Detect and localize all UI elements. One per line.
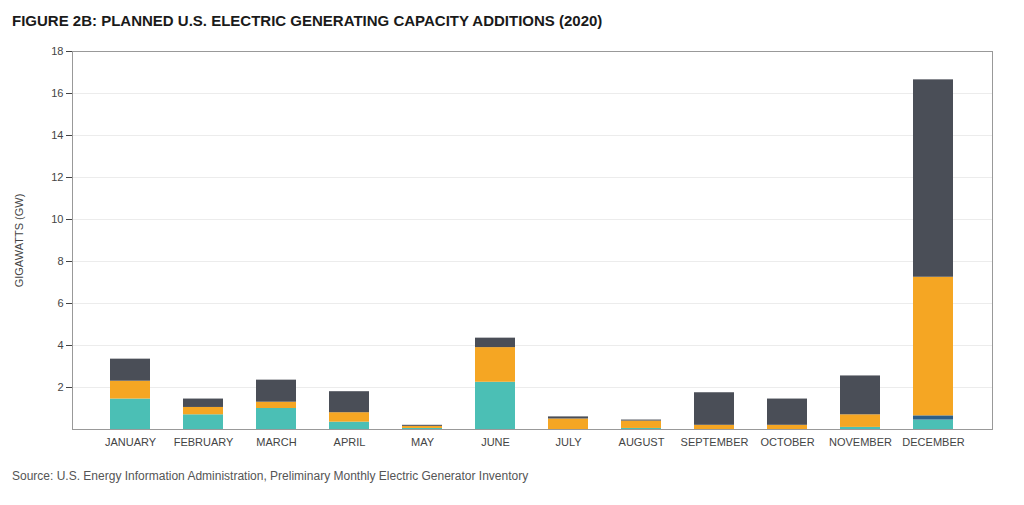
svg-text:GIGAWATTS (GW): GIGAWATTS (GW): [13, 194, 25, 288]
svg-text:OCTOBER: OCTOBER: [760, 436, 814, 448]
svg-text:12: 12: [51, 171, 63, 183]
html-text:Source: U.S. Energy Informatio: Source: U.S. Energy Information Administ…: [12, 469, 529, 483]
svg-text:16: 16: [51, 87, 63, 99]
svg-text:DECEMBER: DECEMBER: [902, 436, 964, 448]
html-text:FIGURE 2B: PLANNED U.S. ELECTR: FIGURE 2B: PLANNED U.S. ELECTRIC GENERAT…: [12, 12, 603, 29]
svg-text:APRIL: APRIL: [334, 436, 366, 448]
svg-text:AUGUST: AUGUST: [619, 436, 665, 448]
svg-text:SEPTEMBER: SEPTEMBER: [681, 436, 749, 448]
svg-text:8: 8: [57, 255, 63, 267]
svg-text:MAY: MAY: [411, 436, 435, 448]
svg-text:FEBRUARY: FEBRUARY: [174, 436, 234, 448]
svg-text:JUNE: JUNE: [481, 436, 510, 448]
svg-text:6: 6: [57, 297, 63, 309]
svg-text:14: 14: [51, 129, 63, 141]
svg-text:10: 10: [51, 213, 63, 225]
svg-text:MARCH: MARCH: [256, 436, 296, 448]
svg-text:4: 4: [57, 339, 63, 351]
svg-text:NOVEMBER: NOVEMBER: [829, 436, 892, 448]
svg-text:JANUARY: JANUARY: [105, 436, 157, 448]
svg-text:JULY: JULY: [555, 436, 582, 448]
svg-text:2: 2: [57, 381, 63, 393]
svg-text:18: 18: [51, 45, 63, 57]
